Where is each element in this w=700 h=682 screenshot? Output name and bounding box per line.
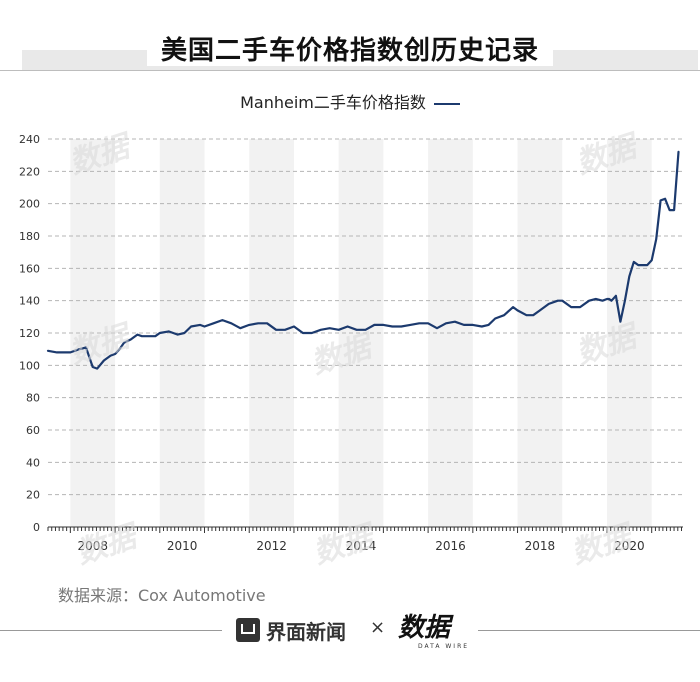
partner-logo-subtitle: DATA WIRE (418, 643, 470, 650)
times-sign: × (370, 617, 386, 638)
brand-icon (236, 618, 260, 642)
source-note: 数据来源：Cox Automotive (58, 586, 266, 605)
chart-title-text: 美国二手车价格指数创历史记录 (146, 36, 553, 66)
y-tick-label: 40 (26, 456, 40, 469)
line-chart: 0 20 40 60 80 100 120 140 160 180 200 220 240 2008 201… (19, 133, 683, 553)
x-tick-label: 2008 (77, 539, 108, 553)
brand-name: 界面新闻 (266, 619, 346, 644)
y-tick-label: 60 (26, 424, 40, 437)
x-tick-label: 2010 (167, 539, 198, 553)
x-tick-label: 2012 (256, 539, 287, 553)
y-tick-label: 200 (19, 198, 40, 211)
title-underline (0, 70, 700, 71)
series-line (46, 150, 680, 370)
y-tick-label: 180 (19, 230, 40, 243)
y-tick-label: 100 (19, 359, 40, 372)
x-tick-label: 2014 (346, 539, 377, 553)
x-tick-label: 2016 (435, 539, 466, 553)
legend: Manheim二手车价格指数 (0, 89, 700, 113)
y-tick-label: 0 (33, 521, 40, 534)
chart-title: 美国二手车价格指数创历史记录 (0, 30, 700, 67)
y-tick-label: 220 (19, 165, 40, 178)
y-tick-label: 120 (19, 327, 40, 340)
y-tick-label: 80 (26, 392, 40, 405)
y-tick-label: 20 (26, 489, 40, 502)
brand-logo: 界面新闻 (236, 617, 346, 644)
x-tick-label: 2018 (525, 539, 556, 553)
legend-label: Manheim二手车价格指数 (240, 93, 426, 112)
footer-divider-right (478, 630, 700, 631)
x-tick-label: 2020 (614, 539, 645, 553)
y-tick-label: 160 (19, 262, 40, 275)
partner-logo: 数据 (398, 613, 451, 643)
year-band (338, 139, 384, 527)
y-tick-label: 240 (19, 133, 40, 146)
legend-swatch (433, 102, 460, 105)
y-tick-label: 140 (19, 295, 40, 308)
footer-divider-left (0, 630, 222, 631)
